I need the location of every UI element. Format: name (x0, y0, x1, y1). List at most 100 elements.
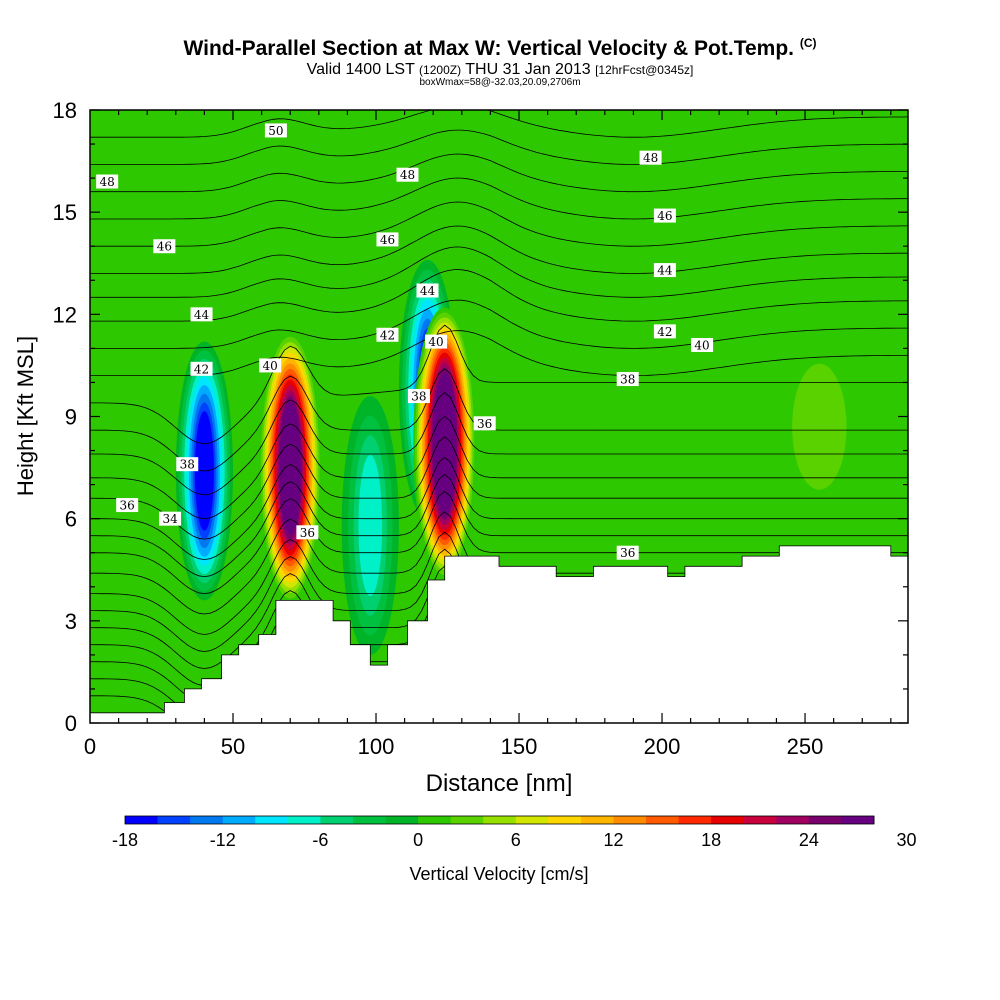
theta-contour-line (90, 456, 908, 560)
y-tick-label: 12 (53, 302, 77, 327)
x-tick-label: 100 (358, 734, 395, 759)
x-tick-label: 0 (84, 734, 96, 759)
theta-contour-label: 44 (653, 263, 676, 278)
theta-contour-line (90, 473, 908, 578)
w-contour-fill (792, 363, 847, 490)
colorbar-swatch (157, 816, 191, 824)
theta-contour-label: 36 (116, 498, 139, 513)
theta-contour-line (90, 246, 908, 298)
colorbar-tick-label: 6 (511, 830, 521, 850)
theta-contour-label: 38 (176, 457, 199, 472)
theta-contour-line (90, 368, 908, 472)
colorbar-swatch (711, 816, 745, 824)
theta-contour-value: 36 (620, 546, 635, 560)
theta-contour-line (90, 324, 908, 445)
theta-contour-value: 36 (120, 499, 135, 513)
theta-contour-label: 42 (653, 324, 676, 339)
theta-contour-line (90, 269, 908, 322)
colorbar-swatch (515, 816, 549, 824)
box-max-info: boxWmax=58@-32.03,20.09,2706m (419, 77, 581, 88)
theta-contour-value: 40 (263, 359, 278, 373)
colorbar-swatch (385, 816, 419, 824)
copyright-mark: (C) (799, 36, 817, 50)
theta-contour-value: 48 (100, 175, 115, 189)
theta-contour-line (90, 177, 908, 220)
theta-contour-value: 44 (194, 308, 210, 322)
x-tick-label: 50 (221, 734, 245, 759)
theta-contour-line (90, 110, 908, 138)
theta-contour-line (90, 201, 908, 247)
colorbar-swatch (125, 816, 159, 824)
theta-contour-line (90, 415, 908, 520)
theta-contour-label: 48 (396, 167, 419, 182)
w-contour-fill (279, 400, 301, 535)
colorbar-tick-label: -6 (312, 830, 328, 850)
theta-contour-label: 50 (264, 123, 287, 138)
theta-contour-label: 42 (190, 361, 213, 376)
theta-contour-label: 36 (296, 525, 319, 540)
theta-contour-label: 44 (190, 307, 213, 322)
theta-contour-value: 34 (162, 512, 178, 526)
colorbar-swatch (613, 816, 647, 824)
x-axis-label: Distance [nm] (426, 770, 573, 797)
theta-contour-line (90, 490, 908, 595)
colorbar: -18 -12 -6 0 6 12 18 24 30 (112, 815, 917, 850)
colorbar-swatch (483, 816, 517, 824)
theta-contour-value: 46 (157, 240, 172, 254)
theta-contour-label: 44 (416, 283, 439, 298)
theta-contour-value: 48 (643, 151, 658, 165)
theta-contour-label: 38 (616, 372, 639, 387)
y-tick-label: 6 (65, 507, 77, 532)
theta-contour-label: 46 (653, 208, 676, 223)
theta-contour-value: 46 (657, 209, 672, 223)
colorbar-tick-label: 0 (413, 830, 423, 850)
theta-contour-line (90, 153, 908, 193)
theta-contour-label: 46 (153, 239, 176, 254)
colorbar-swatch (580, 816, 614, 824)
theta-contour-value: 38 (180, 458, 195, 472)
theta-contour-line (90, 330, 908, 377)
forecast-info: [12hrFcst@0345z] (595, 63, 694, 77)
terrain-mask (89, 545, 909, 724)
colorbar-swatch (548, 816, 582, 824)
theta-contour-value: 48 (400, 168, 415, 182)
theta-contour-value: 46 (380, 233, 395, 247)
theta-contour-value: 40 (428, 335, 443, 349)
y-tick-label: 18 (53, 98, 77, 123)
colorbar-frame (124, 815, 875, 825)
theta-contour-label: 36 (616, 545, 639, 560)
colorbar-tick-label: 12 (603, 830, 623, 850)
theta-contour-label: 38 (407, 389, 430, 404)
colorbar-label: Vertical Velocity [cm/s] (409, 864, 588, 884)
colorbar-swatch (255, 816, 289, 824)
theta-contour-labels: 34 36 36 36 36 38 38 38 40 40 40 42 42 42 44 44 44 46 46 46… (96, 123, 714, 560)
y-tick-label: 0 (65, 711, 77, 736)
colorbar-tick-label: 24 (799, 830, 819, 850)
theta-contour-label: 40 (425, 334, 448, 349)
w-contour-fill (358, 454, 383, 597)
theta-contour-value: 44 (657, 264, 673, 278)
theta-contour-label: 42 (376, 327, 399, 342)
x-tick-label: 200 (644, 734, 681, 759)
colorbar-swatch (418, 816, 452, 824)
theta-contour-value: 38 (620, 373, 635, 387)
theta-contour-label: 40 (691, 337, 714, 352)
theta-contour-line (90, 225, 908, 274)
w-feature-1 (258, 331, 322, 604)
colorbar-swatch (352, 816, 387, 824)
colorbar-swatch (320, 816, 354, 824)
theta-contour-line (90, 299, 908, 349)
colorbar-swatch (841, 816, 875, 824)
colorbar-swatch (222, 816, 256, 824)
valid-time-prefix: Valid 1400 LST (306, 61, 415, 78)
colorbar-swatch (678, 816, 712, 824)
colorbar-swatch (646, 816, 680, 824)
colorbar-tick-label: -12 (210, 830, 236, 850)
theta-contour-label: 36 (473, 416, 496, 431)
theta-contour-label: 48 (96, 174, 119, 189)
theta-contour-label: 46 (376, 232, 399, 247)
theta-contour-value: 42 (657, 325, 672, 339)
theta-contour-value: 38 (411, 390, 426, 404)
x-tick-label: 250 (787, 734, 824, 759)
